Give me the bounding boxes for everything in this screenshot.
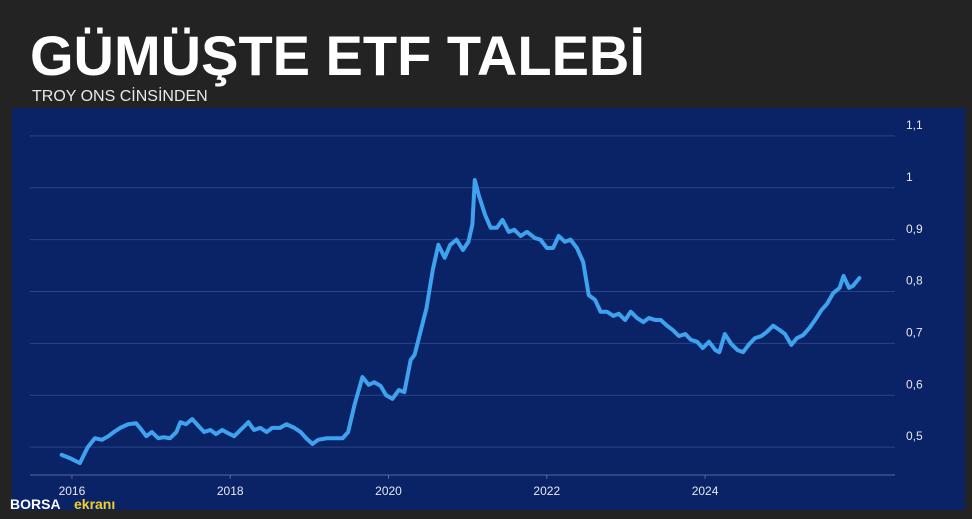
plot-area: 0,5 0,6 0,7 0,8 0,9 1 1,1 2016 2018 2020 2022 2024: [30, 118, 923, 498]
y-tick-label: 0,9: [906, 222, 923, 236]
y-tick-label: 0,5: [906, 429, 923, 443]
plot-panel: [12, 108, 965, 510]
data-line: [59, 178, 862, 466]
x-tick-label: 2024: [692, 484, 719, 498]
x-tick-label: 2020: [375, 484, 402, 498]
x-tick-label: 2018: [217, 484, 244, 498]
x-tick-label: 2016: [59, 484, 86, 498]
y-tick-label: 1: [906, 170, 913, 184]
y-tick-label: 0,8: [906, 274, 923, 288]
watermark-suffix: ekranı: [74, 496, 115, 512]
y-tick-label: 1,1: [906, 118, 923, 132]
y-tick-label: 0,7: [906, 326, 923, 340]
chart-subtitle: TROY ONS CİNSİNDEN: [32, 86, 208, 105]
watermark-brand: BORSA: [10, 496, 61, 512]
y-tick-label: 0,6: [906, 377, 923, 391]
chart-title: GÜMÜŞTE ETF TALEBİ: [30, 24, 645, 87]
x-tick-label: 2022: [533, 484, 560, 498]
